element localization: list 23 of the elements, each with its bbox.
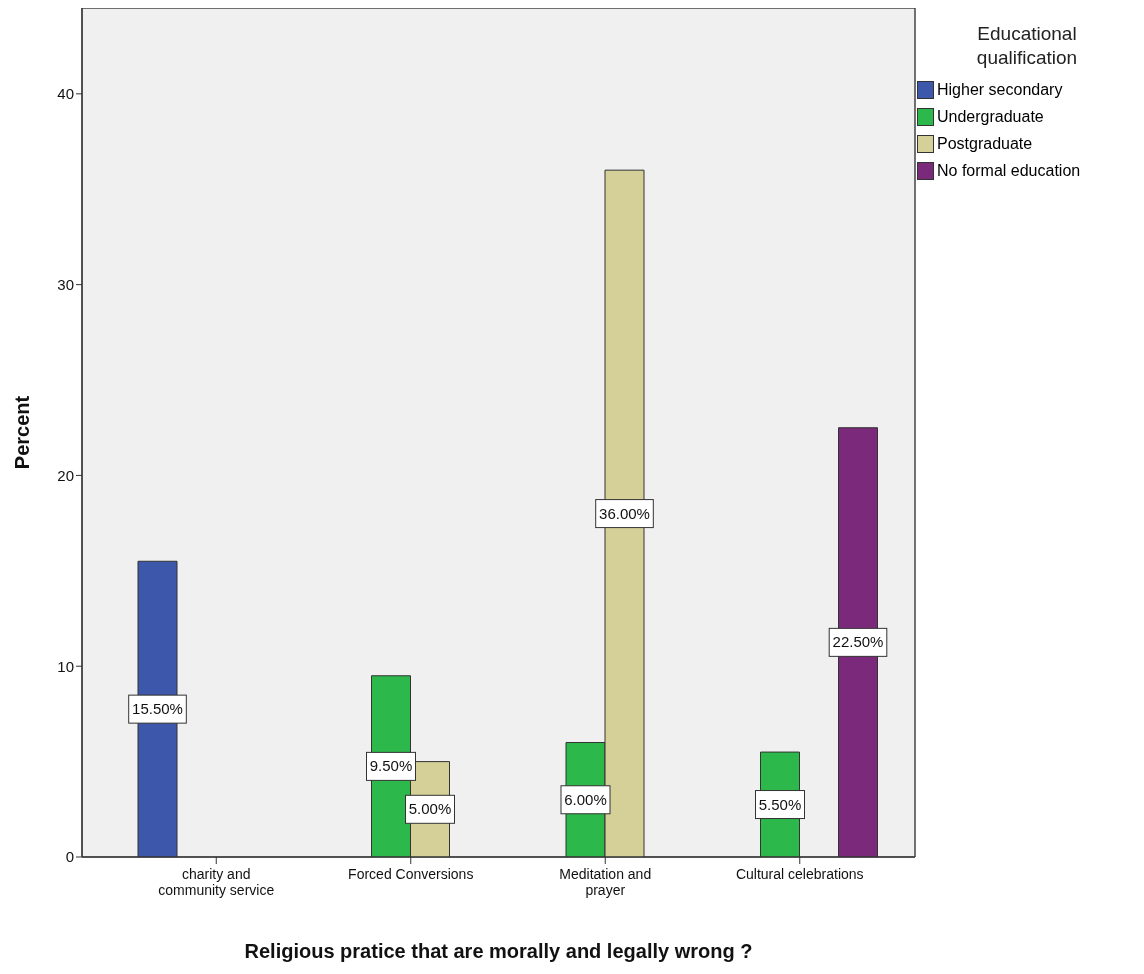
legend-label: Postgraduate [937, 134, 1033, 153]
legend-label: Undergraduate [937, 107, 1044, 126]
data-label: 9.50% [369, 757, 413, 775]
y-tick-label: 40 [57, 85, 74, 103]
y-tick-label: 10 [57, 657, 74, 675]
x-tick-label: Cultural celebrations [735, 866, 864, 882]
legend-label: Higher secondary [937, 80, 1063, 99]
x-tick-label: Meditation and prayer [559, 866, 652, 898]
y-tick-label: 20 [57, 466, 74, 484]
data-label: 22.50% [832, 633, 884, 651]
y-axis-title: Percent [11, 395, 34, 470]
data-label: 6.00% [564, 790, 607, 808]
data-label: 5.50% [758, 795, 802, 813]
data-label: 36.00% [599, 504, 650, 522]
data-label: 15.50% [132, 700, 183, 718]
x-tick-label: charity and community service [158, 866, 275, 898]
y-tick-label: 30 [57, 275, 74, 293]
x-tick-label: Forced Conversions [348, 866, 474, 882]
y-tick-label: 0 [65, 848, 74, 866]
x-axis-title: Religious pratice that are morally and legally wrong ? [244, 940, 753, 962]
data-label: 5.00% [408, 800, 452, 818]
legend-label: No formal education [937, 161, 1081, 180]
legend-title: Educational qualification [975, 22, 1079, 70]
